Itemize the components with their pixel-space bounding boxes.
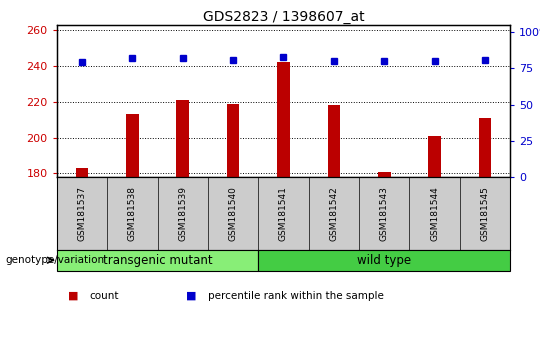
Bar <box>76 168 88 177</box>
Bar <box>57 250 258 271</box>
Text: ■: ■ <box>68 291 78 301</box>
Text: GSM181543: GSM181543 <box>380 186 389 241</box>
Text: ■: ■ <box>186 291 197 301</box>
Text: GSM181540: GSM181540 <box>228 186 238 241</box>
Bar <box>328 105 340 177</box>
Text: wild type: wild type <box>357 254 411 267</box>
Text: percentile rank within the sample: percentile rank within the sample <box>208 291 384 301</box>
Text: GSM181542: GSM181542 <box>329 186 339 241</box>
Title: GDS2823 / 1398607_at: GDS2823 / 1398607_at <box>202 10 364 24</box>
Text: GSM181545: GSM181545 <box>481 186 490 241</box>
Bar <box>428 136 441 177</box>
Bar <box>277 62 290 177</box>
Text: GSM181538: GSM181538 <box>128 186 137 241</box>
Bar <box>177 100 189 177</box>
Text: GSM181537: GSM181537 <box>77 186 86 241</box>
Text: GSM181539: GSM181539 <box>178 186 187 241</box>
Text: GSM181541: GSM181541 <box>279 186 288 241</box>
Text: genotype/variation: genotype/variation <box>5 255 105 265</box>
Bar <box>479 118 491 177</box>
Text: count: count <box>89 291 119 301</box>
Bar <box>227 104 239 177</box>
Bar <box>126 114 139 177</box>
Text: transgenic mutant: transgenic mutant <box>103 254 212 267</box>
Bar <box>378 172 390 177</box>
Bar <box>258 250 510 271</box>
Text: GSM181544: GSM181544 <box>430 186 439 241</box>
